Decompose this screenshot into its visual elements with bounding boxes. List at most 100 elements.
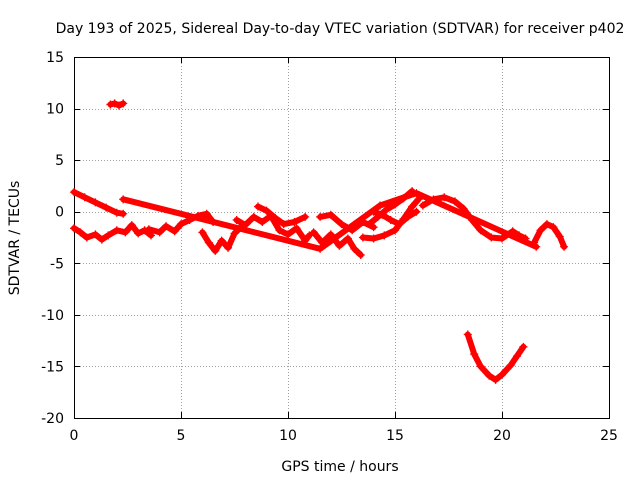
data-point xyxy=(232,215,241,224)
data-point xyxy=(80,193,89,202)
data-point xyxy=(91,230,100,239)
data-point xyxy=(119,195,128,204)
data-point xyxy=(275,226,284,235)
data-point xyxy=(155,228,164,237)
data-point xyxy=(177,220,185,229)
series-track-isolated xyxy=(119,189,541,253)
x-tick-label: 5 xyxy=(177,428,186,444)
data-point xyxy=(450,197,459,206)
series-track-upper-left xyxy=(70,188,128,218)
data-point xyxy=(119,99,128,108)
series-band xyxy=(464,331,527,383)
data-point xyxy=(249,212,258,221)
data-point xyxy=(369,234,378,243)
x-tick-label: 20 xyxy=(493,428,511,444)
series-band xyxy=(255,203,309,228)
y-tick-label: -20 xyxy=(41,411,64,427)
data-point xyxy=(112,226,121,235)
data-point xyxy=(326,230,335,239)
data-point xyxy=(211,246,220,255)
data-point xyxy=(70,224,78,233)
data-point xyxy=(162,222,171,231)
data-point xyxy=(217,236,226,245)
data-point xyxy=(279,220,288,229)
data-point xyxy=(485,371,494,380)
data-point xyxy=(395,220,404,229)
data-point xyxy=(498,234,506,243)
data-point xyxy=(476,226,485,235)
x-tick-label: 15 xyxy=(386,428,404,444)
y-axis-label: SDTVAR / TECUs xyxy=(7,181,23,296)
series-band xyxy=(531,221,568,250)
grid-layer xyxy=(74,57,609,418)
series-track-8-11-upper xyxy=(254,202,310,229)
data-point xyxy=(224,243,233,252)
data-point xyxy=(555,232,564,241)
series-band xyxy=(233,212,313,244)
data-point xyxy=(70,188,78,197)
data-point xyxy=(119,209,128,218)
y-tick-label: -15 xyxy=(41,359,64,375)
tick-layer: 0 5 10 15 20 25 -20 -15 -10 -5 0 5 10 15 xyxy=(41,50,618,444)
data-point xyxy=(144,225,153,234)
data-point xyxy=(536,226,545,235)
data-point xyxy=(491,375,500,384)
y-tick-label: -10 xyxy=(41,308,64,324)
series-track-lower-left xyxy=(70,221,156,244)
data-point xyxy=(335,241,344,250)
series-track-21-23 xyxy=(530,220,569,251)
data-point xyxy=(82,233,91,242)
data-point xyxy=(204,238,213,247)
data-point xyxy=(262,206,271,215)
data-point xyxy=(350,244,359,253)
chart-title: Day 193 of 2025, Sidereal Day-to-day VTE… xyxy=(56,21,625,37)
data-point xyxy=(254,202,263,211)
data-point xyxy=(170,227,179,236)
y-tick-label: 10 xyxy=(46,102,64,118)
data-point xyxy=(121,228,130,237)
data-point xyxy=(506,361,515,370)
data-point xyxy=(365,220,374,229)
data-point xyxy=(560,242,569,251)
data-point xyxy=(230,229,239,238)
data-point xyxy=(470,350,479,359)
data-point xyxy=(301,212,310,221)
data-point xyxy=(326,210,335,219)
x-axis-label: GPS time / hours xyxy=(281,459,398,475)
data-point xyxy=(463,330,472,339)
data-point xyxy=(198,228,207,237)
data-point xyxy=(76,228,85,237)
data-point xyxy=(382,205,391,214)
data-point xyxy=(378,210,387,219)
data-point xyxy=(549,223,558,232)
y-tick-label: 5 xyxy=(55,153,64,169)
data-point xyxy=(316,244,325,253)
x-tick-label: 10 xyxy=(279,428,297,444)
data-point xyxy=(412,189,421,198)
data-point xyxy=(309,228,318,237)
series-track-outlier-high xyxy=(106,99,128,110)
series-track-11-14 xyxy=(309,228,365,260)
data-point xyxy=(343,234,352,243)
data-point xyxy=(112,208,121,217)
data-point xyxy=(386,215,395,224)
data-point xyxy=(376,201,385,210)
data-point xyxy=(487,233,496,242)
data-point xyxy=(127,221,136,230)
data-point xyxy=(358,233,367,242)
data-point xyxy=(337,220,346,229)
y-tick-label: 0 xyxy=(55,205,64,221)
data-point xyxy=(104,231,113,240)
data-point xyxy=(498,370,506,379)
series-track-u-curve xyxy=(463,330,528,384)
data-point xyxy=(418,201,427,210)
data-point xyxy=(542,220,551,229)
data-point xyxy=(369,223,378,232)
data-point xyxy=(412,207,421,216)
data-point xyxy=(290,218,299,227)
data-point xyxy=(532,242,541,251)
data-point xyxy=(476,362,485,371)
data-point xyxy=(316,212,325,221)
y-tick-label: 15 xyxy=(46,50,64,66)
data-point xyxy=(202,209,211,218)
